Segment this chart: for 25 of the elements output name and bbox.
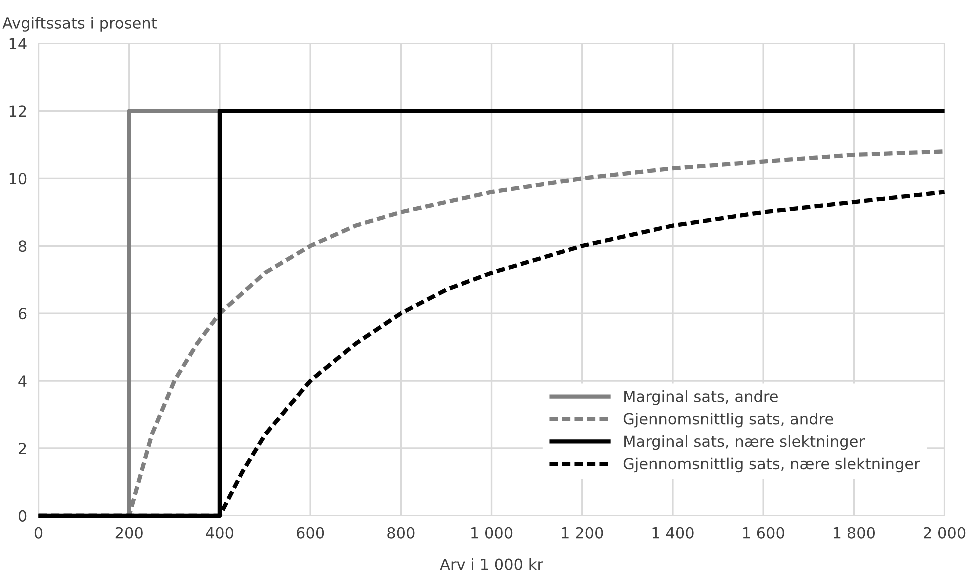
legend-label: Gjennomsnittlig sats, andre [624, 412, 834, 428]
x-tick-label: 1 600 [743, 527, 784, 539]
x-tick-label: 0 [34, 527, 43, 539]
x-axis-title: Arv i 1 000 kr [440, 558, 544, 570]
x-tick-label: 1 000 [472, 527, 513, 539]
x-tick-label: 600 [297, 527, 324, 539]
legend-label: Gjennomsnittlig sats, nære slektninger [624, 458, 920, 473]
y-tick-label: 2 [19, 442, 26, 454]
x-tick-label: 1 400 [652, 527, 694, 539]
y-tick-label: 8 [18, 240, 27, 252]
y-tick-label: 0 [18, 510, 27, 522]
x-tick-label: 2 000 [924, 527, 966, 539]
y-tick-label: 14 [10, 38, 27, 50]
x-tick-label: 200 [116, 527, 143, 539]
x-tick-label: 800 [388, 527, 415, 539]
x-tick-label: 400 [206, 527, 234, 539]
legend-label: Marginal sats, andre [624, 390, 778, 406]
y-axis-title: Avgiftssats i prosent [2, 17, 157, 32]
x-tick-label: 1 800 [834, 527, 876, 539]
y-tick-label: 10 [10, 173, 27, 185]
y-tick-label: 6 [18, 308, 27, 320]
y-tick-label: 4 [18, 376, 27, 387]
y-tick-label: 12 [10, 106, 26, 117]
legend-label: Marginal sats, nære slektninger [624, 435, 865, 450]
x-tick-label: 1 200 [562, 527, 604, 539]
